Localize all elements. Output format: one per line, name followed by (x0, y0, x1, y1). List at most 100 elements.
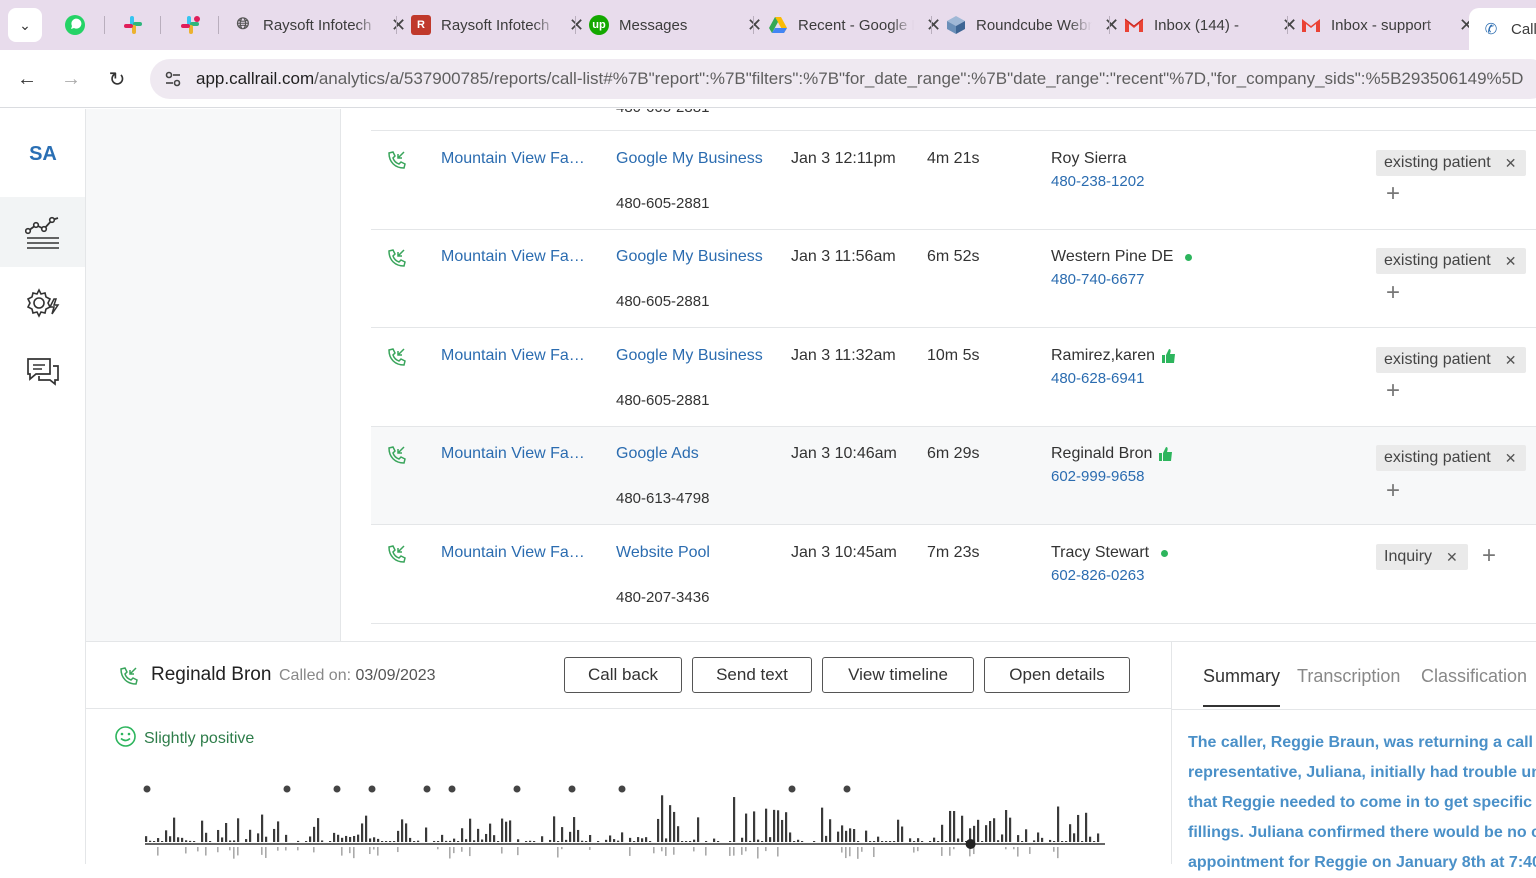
call-audio-waveform[interactable] (141, 777, 1121, 867)
pinned-tab-slack-2[interactable] (177, 12, 203, 38)
waveform-bar (641, 838, 644, 842)
waveform-bar (937, 841, 940, 842)
reload-button[interactable]: ↻ (102, 64, 132, 94)
table-row[interactable]: Mountain View Family Dental Google My Bu… (371, 132, 1536, 230)
remove-tag-icon[interactable]: ✕ (1446, 548, 1458, 565)
forward-button[interactable]: → (56, 64, 86, 94)
caller-phone-link[interactable]: 480-740-6677 (1051, 271, 1145, 288)
tab-google-drive[interactable]: Recent - Google Drive ✕ (768, 8, 941, 42)
filter-pane (86, 109, 341, 641)
company-link[interactable]: Mountain View Family Dental (441, 445, 591, 462)
waveform-bar (685, 841, 688, 842)
tab-title: Raysoft Infotech (263, 16, 372, 34)
waveform-bar (881, 841, 884, 842)
pinned-tab-whatsapp[interactable] (62, 12, 88, 38)
waveform-bar (405, 823, 408, 842)
sidebar-item-conversations[interactable] (0, 337, 85, 407)
waveform-bar-lower (629, 847, 631, 856)
waveform-marker (143, 785, 151, 793)
waveform-bar (1009, 817, 1012, 842)
company-link[interactable]: Mountain View Family Dental (441, 248, 591, 265)
tab-roundcube[interactable]: Roundcube Webmail ✕ (946, 8, 1119, 42)
remove-tag-icon[interactable]: ✕ (1504, 252, 1517, 269)
waveform-bar-lower (557, 847, 559, 858)
waveform-bar (829, 819, 832, 842)
add-tag-button[interactable]: + (1482, 542, 1497, 569)
waveform-bar (493, 835, 496, 842)
add-tag-button[interactable]: + (1386, 279, 1401, 306)
call-insights-panel: Summary Transcription Classification The… (1172, 641, 1536, 871)
waveform-bar-lower (777, 847, 779, 857)
close-tab-icon[interactable]: ✕ (1282, 14, 1298, 35)
source-link[interactable]: Website Pool (616, 544, 710, 561)
waveform-bar (957, 838, 960, 842)
caller-phone-link[interactable]: 602-999-9658 (1051, 468, 1145, 485)
send-text-button[interactable]: Send text (692, 657, 812, 693)
tab-search-button[interactable]: ⌄ (8, 8, 42, 42)
company-link[interactable]: Mountain View Family Dental (441, 544, 591, 561)
close-tab-icon[interactable]: ✕ (569, 14, 585, 35)
tab-gmail-support[interactable]: Inbox - support ✕ (1301, 8, 1474, 42)
back-button[interactable]: ← (12, 64, 42, 94)
source-link[interactable]: Google My Business (616, 347, 763, 364)
waveform-bar (369, 838, 372, 842)
table-row-selected[interactable]: Mountain View Family Dental Google Ads 4… (371, 427, 1536, 525)
company-link[interactable]: Mountain View Family Dental (441, 150, 591, 167)
table-row[interactable]: Mountain View Family Dental Google My Bu… (371, 230, 1536, 328)
url-bar[interactable]: app.callrail.com/analytics/a/537900785/r… (150, 59, 1536, 99)
sidebar-item-settings[interactable] (0, 269, 85, 339)
waveform-bar (553, 816, 556, 842)
tab-transcription[interactable]: Transcription (1297, 666, 1401, 686)
caller-phone-link[interactable]: 480-238-1202 (1051, 173, 1145, 190)
remove-tag-icon[interactable]: ✕ (1504, 351, 1517, 368)
open-details-button[interactable]: Open details (984, 657, 1130, 693)
globe-icon: 🌐︎ (236, 16, 250, 33)
caller-name: Reginald Bron (1051, 445, 1174, 463)
site-info-icon[interactable] (162, 68, 184, 90)
caller-phone-link[interactable]: 602-826-0263 (1051, 567, 1145, 584)
pinned-tab-slack[interactable] (120, 12, 146, 38)
tab-raysoft-1[interactable]: 🌐︎ Raysoft Infotech ✕ (233, 8, 407, 42)
detail-caller-name: Reginald Bron (151, 664, 272, 685)
waveform-bar (445, 840, 448, 842)
view-timeline-button[interactable]: View timeline (822, 657, 974, 693)
tab-gmail-inbox[interactable]: Inbox (144) - ✕ (1124, 8, 1297, 42)
waveform-bar-lower (969, 847, 971, 857)
waveform-bar (237, 818, 240, 842)
waveform-bar (973, 825, 976, 842)
waveform-bar (677, 826, 680, 842)
remove-tag-icon[interactable]: ✕ (1504, 449, 1517, 466)
address-toolbar: ← → ↻ app.callrail.com/analytics/a/53790… (0, 50, 1536, 108)
call-back-button[interactable]: Call back (564, 657, 682, 693)
waveform-bar-lower (449, 847, 451, 859)
tab-raysoft-2[interactable]: R Raysoft Infotech ✕ (411, 8, 584, 42)
sidebar-item-analytics[interactable] (0, 197, 85, 267)
close-tab-icon[interactable]: ✕ (926, 14, 942, 35)
reload-icon: ↻ (108, 68, 126, 91)
close-tab-icon[interactable]: ✕ (1104, 14, 1120, 35)
source-link[interactable]: Google My Business (616, 150, 763, 167)
waveform-bar (205, 832, 208, 842)
account-initials[interactable]: SA (29, 143, 57, 165)
waveform-bar (789, 832, 792, 842)
remove-tag-icon[interactable]: ✕ (1504, 154, 1517, 171)
tab-callrail-active[interactable]: ✆ Call (1469, 8, 1536, 50)
add-tag-button[interactable]: + (1386, 180, 1401, 207)
waveform-bar-lower (953, 847, 955, 850)
table-row[interactable]: Mountain View Family Dental Website Pool… (371, 526, 1536, 624)
table-row[interactable]: Mountain View Family Dental Google My Bu… (371, 329, 1536, 427)
waveform-bar (229, 840, 232, 842)
tab-summary[interactable]: Summary (1203, 666, 1281, 707)
company-link[interactable]: Mountain View Family Dental (441, 347, 591, 364)
close-tab-icon[interactable]: ✕ (391, 14, 407, 35)
waveform-bar (389, 841, 392, 842)
status-dot (1185, 253, 1193, 261)
tab-messages[interactable]: up Messages ✕ (589, 8, 762, 42)
source-link[interactable]: Google My Business (616, 248, 763, 265)
caller-phone-link[interactable]: 480-628-6941 (1051, 370, 1145, 387)
source-link[interactable]: Google Ads (616, 445, 699, 462)
add-tag-button[interactable]: + (1386, 477, 1401, 504)
close-tab-icon[interactable]: ✕ (747, 14, 763, 35)
add-tag-button[interactable]: + (1386, 377, 1401, 404)
tab-classification[interactable]: Classification (1421, 666, 1528, 686)
